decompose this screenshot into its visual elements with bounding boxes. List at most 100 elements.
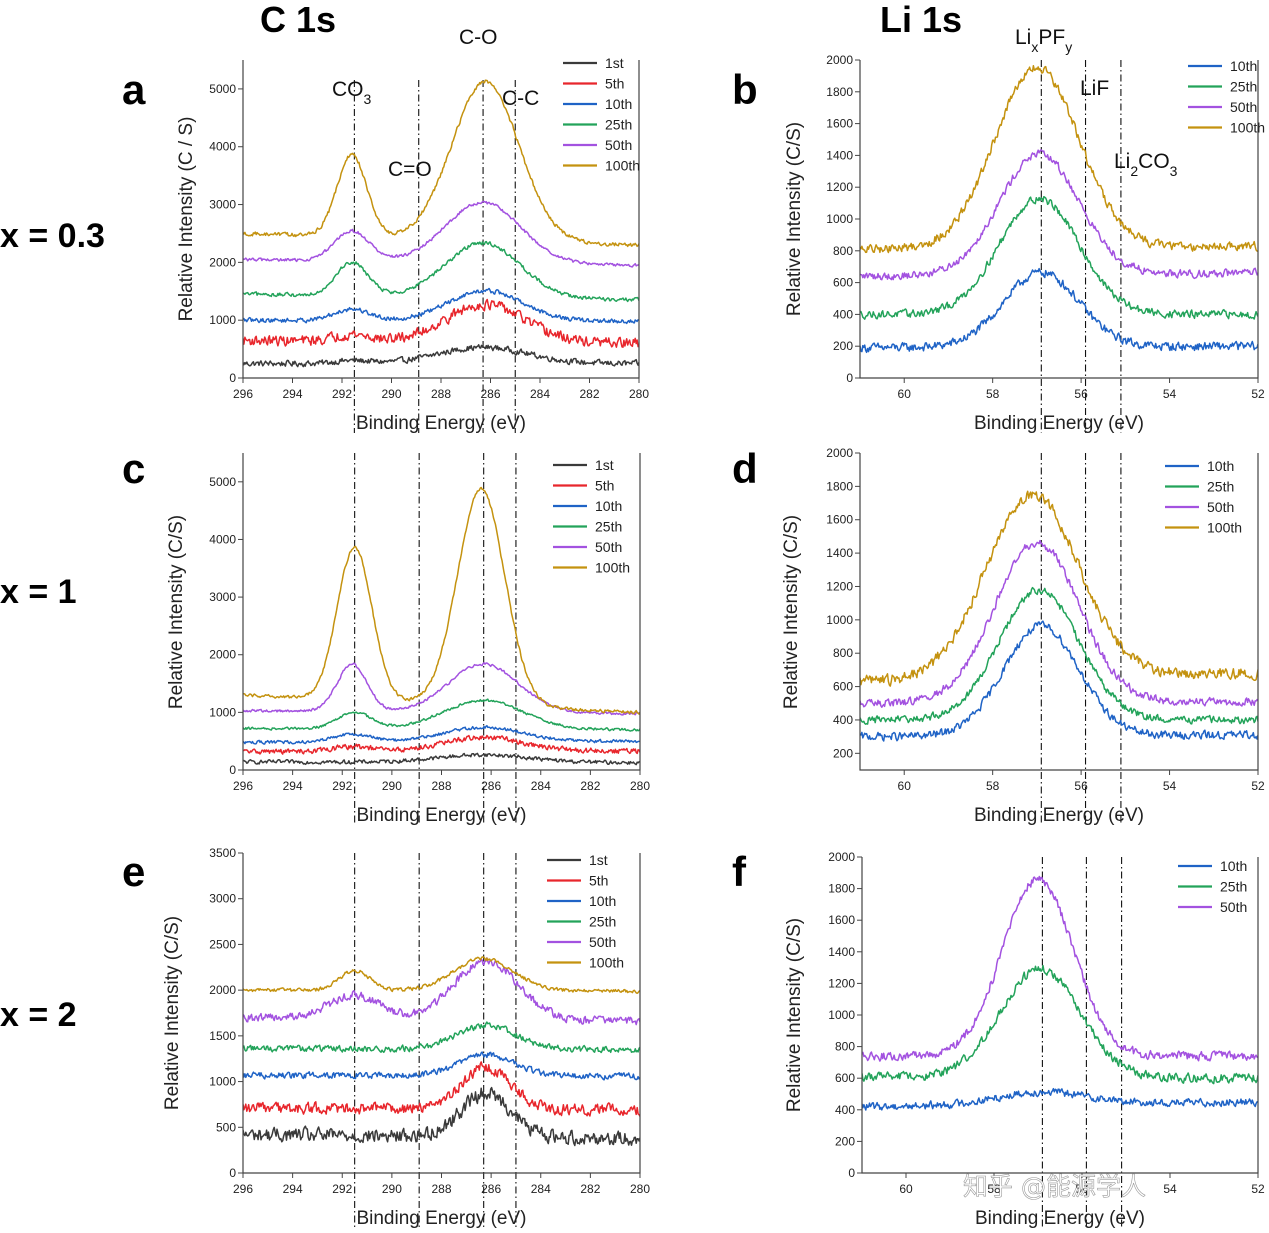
y-tick-label-e: 3000 [209, 892, 236, 906]
axes-frame-d [859, 453, 1259, 771]
y-tick-label-d: 200 [833, 746, 853, 760]
legend-label-c-5th: 5th [595, 478, 614, 494]
y-tick-label-f: 1200 [828, 976, 855, 990]
axes-frame-f [861, 857, 1259, 1174]
series-line-c-1st [243, 752, 640, 766]
x-tick-label-b: 56 [1074, 387, 1088, 401]
series-line-c-25th [243, 698, 640, 732]
y-tick-label-e: 2500 [209, 937, 236, 951]
y-tick-label-c: 0 [229, 763, 236, 777]
legend-label-a-10th: 10th [605, 96, 632, 112]
legend-label-a-5th: 5th [605, 76, 624, 92]
row-label-x1: x = 1 [0, 573, 77, 611]
x-tick-label-a: 286 [480, 387, 500, 401]
series-line-c-100th [243, 486, 640, 715]
x-tick-label-f: 58 [987, 1182, 1001, 1196]
y-tick-label-b: 400 [833, 307, 853, 321]
x-tick-label-c: 286 [481, 779, 501, 793]
y-tick-label-c: 4000 [209, 532, 236, 546]
y-tick-label-d: 1200 [826, 579, 853, 593]
y-tick-label-c: 2000 [209, 648, 236, 662]
panel-letter-a: a [122, 66, 146, 113]
series-line-f-10th [862, 1087, 1258, 1111]
legend-label-c-50th: 50th [595, 539, 622, 555]
chart-panel-e: 296 294 292 290 288 286 284 282 280 0 500 1000 1500 2… [162, 846, 650, 1229]
y-tick-label-f: 600 [835, 1071, 855, 1085]
legend-label-d-50th: 50th [1207, 499, 1234, 515]
x-tick-label-a: 290 [381, 387, 401, 401]
series-line-e-10th [243, 1051, 640, 1081]
y-tick-label-a: 1000 [209, 313, 236, 327]
y-tick-label-d: 1800 [826, 479, 853, 493]
peak-label-lixpfy: LixPFy [1015, 26, 1072, 55]
y-tick-label-f: 1600 [828, 913, 855, 927]
x-tick-label-c: 292 [332, 779, 352, 793]
y-tick-label-b: 1000 [826, 212, 853, 226]
series-line-f-25th [862, 964, 1258, 1085]
x-tick-label-d: 54 [1163, 779, 1177, 793]
x-tick-label-e: 280 [630, 1182, 650, 1196]
y-tick-label-f: 400 [835, 1103, 855, 1117]
peak-label-lif: LiF [1080, 77, 1109, 100]
legend-label-f-50th: 50th [1220, 899, 1247, 915]
series-line-b-10th [860, 267, 1258, 354]
series-line-f-50th [862, 875, 1258, 1062]
series-line-c-50th [243, 662, 640, 716]
series-line-a-100th [243, 79, 639, 248]
series-line-a-5th [243, 298, 639, 348]
y-tick-label-a: 4000 [209, 140, 236, 154]
y-axis-label-f: Relative Intensity (C/S) [784, 918, 805, 1112]
x-tick-label-d: 52 [1251, 779, 1265, 793]
y-tick-label-d: 800 [833, 646, 853, 660]
panel-letter-b: b [732, 66, 758, 113]
series-line-c-10th [243, 724, 640, 745]
y-tick-label-b: 200 [833, 339, 853, 353]
x-tick-label-a: 288 [431, 387, 451, 401]
series-line-a-50th [243, 200, 639, 268]
legend-label-e-5th: 5th [589, 873, 608, 889]
x-tick-label-d: 60 [898, 779, 912, 793]
y-tick-label-c: 3000 [209, 590, 236, 604]
x-tick-label-f: 52 [1251, 1182, 1265, 1196]
x-axis-label-c: Binding Energy (eV) [356, 805, 526, 826]
legend-label-a-100th: 100th [605, 158, 640, 174]
chart-panel-a: 296 294 292 290 288 286 284 282 280 0 1000 2000 3000… [176, 55, 649, 434]
series-line-b-100th [860, 65, 1258, 254]
legend-label-e-10th: 10th [589, 893, 616, 909]
x-tick-label-f: 60 [899, 1182, 913, 1196]
x-tick-label-b: 54 [1163, 387, 1177, 401]
y-tick-label-e: 0 [229, 1166, 236, 1180]
x-tick-label-e: 284 [531, 1182, 551, 1196]
y-tick-label-e: 1000 [209, 1075, 236, 1089]
legend-label-e-1st: 1st [589, 852, 608, 868]
series-line-d-10th [860, 620, 1258, 742]
series-line-d-50th [860, 539, 1258, 708]
legend-label-e-100th: 100th [589, 955, 624, 971]
legend-label-a-50th: 50th [605, 137, 632, 153]
x-axis-label-e: Binding Energy (eV) [356, 1208, 526, 1229]
y-axis-label-b: Relative Intensity (C/S) [784, 122, 805, 316]
legend-c: 1st 5th 10th 25th 50th 100th [553, 457, 630, 576]
x-axis-label-f: Binding Energy (eV) [975, 1208, 1145, 1229]
y-tick-label-e: 2000 [209, 983, 236, 997]
chart-panel-d: 60 58 56 54 52 200 400 600 800 1000 1200 1400 1600 18… [781, 446, 1265, 826]
panel-letter-d: d [732, 445, 758, 492]
x-axis-label-a: Binding Energy (eV) [356, 413, 526, 434]
y-tick-label-d: 400 [833, 713, 853, 727]
legend-label-d-25th: 25th [1207, 479, 1234, 495]
x-tick-label-d: 56 [1074, 779, 1088, 793]
series-line-e-100th [243, 956, 640, 995]
y-tick-label-d: 1400 [826, 546, 853, 560]
peak-label-c-eq-o: C=O [388, 158, 432, 181]
series-line-e-1st [243, 1086, 640, 1147]
y-tick-label-b: 1800 [826, 85, 853, 99]
legend-label-a-1st: 1st [605, 55, 624, 71]
legend-label-b-50th: 50th [1230, 99, 1257, 115]
x-tick-label-b: 60 [898, 387, 912, 401]
y-tick-label-d: 1600 [826, 513, 853, 527]
y-tick-label-f: 2000 [828, 850, 855, 864]
legend-label-b-10th: 10th [1230, 58, 1257, 74]
series-line-d-25th [860, 586, 1258, 725]
legend-label-c-10th: 10th [595, 498, 622, 514]
